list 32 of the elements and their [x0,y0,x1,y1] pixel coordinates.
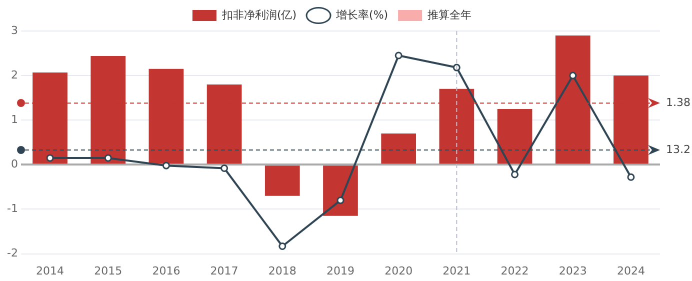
y-tick-label: 1 [10,112,18,126]
y-tick-label: 3 [10,24,18,37]
point [104,154,112,162]
point [162,162,170,170]
x-tick-label: 2016 [152,264,180,278]
x-tick-label: 2015 [94,264,122,278]
point [336,196,344,204]
text: 13.2 [666,142,690,156]
y-tick-label: 2 [10,68,18,82]
point [569,72,577,80]
point [627,173,635,181]
x-tick-label: 2024 [616,264,645,278]
y-tick-label: -1 [7,202,18,216]
point [394,52,402,60]
x-tick-label: 2021 [442,264,471,278]
x-tick-label: 2019 [326,264,354,278]
y-tick-label: 0 [10,158,18,171]
x-tick-label: 2022 [500,264,529,278]
legend-label: 扣非净利润(亿) [220,8,297,22]
point [511,170,519,178]
x-tick-label: 2018 [268,264,296,278]
x-tick-label: 2014 [36,264,64,278]
point [46,154,54,162]
x-tick-label: 2020 [384,264,413,278]
point [278,242,286,250]
legend-label: 增长率(%) [335,8,388,22]
point [220,164,228,172]
x-tick-label: 2017 [210,264,238,278]
y-tick-label: -2 [7,246,18,260]
legend-label: 推算全年 [428,8,472,22]
x-tick-label: 2023 [558,264,587,278]
ref-line-label: 1.38 [666,96,690,110]
